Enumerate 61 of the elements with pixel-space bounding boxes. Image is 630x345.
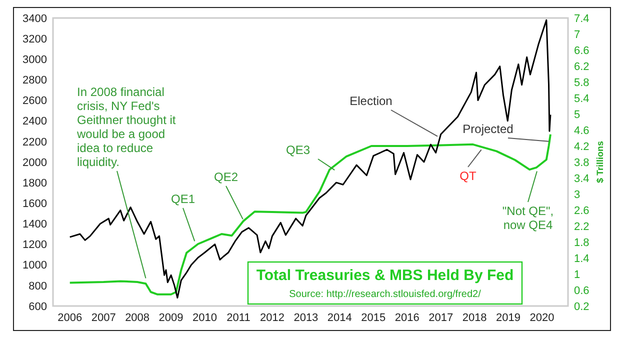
y2-tick-label: 2.6 bbox=[574, 204, 590, 217]
y2-tick-label: 6.2 bbox=[574, 60, 590, 73]
annotation: QE2 bbox=[214, 170, 238, 184]
x-tick-label: 2012 bbox=[260, 312, 284, 324]
y2-tick-label: 5.4 bbox=[574, 92, 590, 105]
y-tick-label: 1600 bbox=[22, 198, 47, 210]
line-series bbox=[69, 19, 552, 299]
y2-tick-label: 3 bbox=[574, 188, 580, 201]
y2-tick-label: 2.2 bbox=[574, 220, 590, 233]
x-tick-label: 2011 bbox=[226, 312, 250, 324]
y-tick-label: 600 bbox=[28, 300, 47, 313]
annotation: "Not QE", now QE4 bbox=[502, 204, 554, 232]
y-tick-label: 2200 bbox=[22, 136, 47, 148]
x-tick-label: 2008 bbox=[125, 312, 150, 324]
x-tick-label: 2019 bbox=[496, 312, 521, 324]
y2-tick-label: 3.8 bbox=[574, 156, 590, 169]
y2-tick-label: 1 bbox=[574, 268, 580, 281]
y2-tick-label: 5 bbox=[574, 108, 580, 121]
annotation: Election bbox=[350, 94, 392, 108]
y-tick-label: 1200 bbox=[22, 239, 47, 252]
x-tick-label: 2006 bbox=[58, 312, 82, 324]
y-tick-label: 2600 bbox=[22, 95, 47, 108]
x-tick-label: 2014 bbox=[327, 312, 352, 324]
y-tick-label: 1400 bbox=[22, 218, 47, 231]
x-tick-label: 2018 bbox=[462, 312, 487, 324]
x-tick-label: 2020 bbox=[530, 312, 554, 324]
annotation: QT bbox=[460, 169, 477, 183]
y2-axis-title: $ Trillions bbox=[595, 140, 605, 184]
y-tick-label: 1000 bbox=[22, 260, 47, 272]
x-tick-label: 2007 bbox=[91, 312, 116, 324]
x-tick-label: 2017 bbox=[428, 312, 454, 324]
x-tick-label: 2013 bbox=[294, 312, 318, 324]
y-tick-label: 2800 bbox=[22, 74, 47, 87]
x-tick-label: 2015 bbox=[361, 312, 386, 324]
x-tick-label: 2010 bbox=[192, 312, 218, 324]
y-tick-label: 2000 bbox=[22, 156, 47, 169]
y2-tick-label: 4.6 bbox=[574, 124, 590, 137]
y2-tick-label: 7 bbox=[574, 28, 580, 41]
x-tick-label: 2016 bbox=[394, 312, 420, 324]
y-tick-label: 3400 bbox=[22, 12, 47, 25]
y2-tick-label: 4.2 bbox=[574, 140, 590, 153]
y-tick-label: 1800 bbox=[22, 177, 47, 190]
text: Total Treasuries & MBS Held By Fed bbox=[256, 267, 514, 284]
annotation: QE3 bbox=[286, 143, 310, 157]
y2-tick-label: 7.4 bbox=[574, 12, 590, 25]
y2-tick-label: 3.4 bbox=[574, 172, 590, 185]
y2-tick-label: 0.6 bbox=[574, 284, 590, 297]
annotation: In 2008 financial crisis, NY Fed's Geithner thought it would be a good idea to reduce liquidity. bbox=[76, 85, 176, 169]
y2-tick-label: 1.8 bbox=[574, 236, 590, 249]
y-tick-label: 2400 bbox=[22, 116, 47, 128]
annotation: QE1 bbox=[170, 192, 196, 206]
y2-tick-label: 6.6 bbox=[574, 44, 590, 57]
y-tick-label: 3000 bbox=[22, 54, 47, 66]
y2-tick-label: 0.2 bbox=[574, 300, 590, 313]
y2-tick-label: 5.8 bbox=[574, 76, 590, 89]
y-tick-label: 3200 bbox=[22, 33, 47, 46]
annotation: Source: http://research.stlouisfed.org/fred2/ bbox=[289, 289, 482, 300]
annotation: Projected bbox=[462, 122, 514, 136]
x-tick-label: 2009 bbox=[158, 312, 184, 324]
y-tick-label: 800 bbox=[28, 280, 47, 292]
y2-tick-label: 1.4 bbox=[574, 252, 590, 265]
